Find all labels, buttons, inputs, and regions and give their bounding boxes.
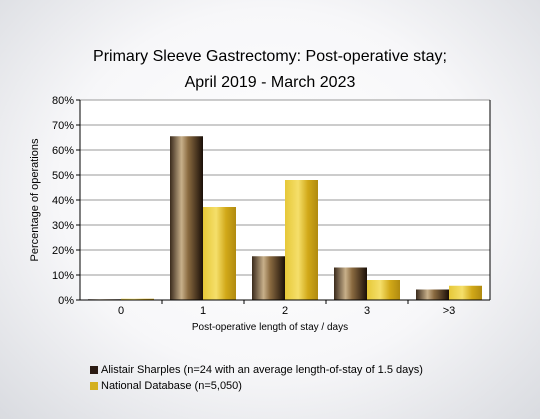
legend-label-national: National Database (n=5,050) (101, 380, 242, 392)
legend-swatch-sharples (90, 366, 98, 374)
bar-national (449, 285, 482, 300)
y-axis-label: Percentage of operations (29, 138, 41, 261)
bar-national (367, 280, 400, 300)
y-tick-label: 30% (52, 220, 74, 232)
chart-title-line2: April 2019 - March 2023 (184, 74, 356, 91)
x-tick-label: 0 (118, 305, 124, 317)
chart-title-line1: Primary Sleeve Gastrectomy: Post-operati… (93, 48, 447, 65)
bar-national (285, 180, 318, 300)
y-tick-label: 70% (52, 120, 74, 132)
legend-swatch-national (90, 382, 98, 390)
legend-label-sharples: Alistair Sharples (n=24 with an average … (101, 364, 423, 376)
y-tick-label: 10% (52, 270, 74, 282)
y-tick-label: 80% (52, 95, 74, 107)
legend-item-sharples: Alistair Sharples (n=24 with an average … (90, 364, 423, 376)
x-axis-label: Post-operative length of stay / days (192, 322, 348, 333)
y-tick-label: 0% (58, 295, 74, 307)
bar-sharples (170, 136, 203, 300)
y-tick-label: 20% (52, 245, 74, 257)
bar-sharples (416, 289, 449, 300)
bar-sharples (334, 267, 367, 300)
x-tick-label: >3 (443, 305, 456, 317)
x-tick-label: 3 (364, 305, 370, 317)
bar-national (203, 207, 236, 300)
x-tick-label: 1 (200, 305, 206, 317)
bar-national (121, 298, 154, 300)
y-tick-label: 40% (52, 195, 74, 207)
bar-sharples (252, 256, 285, 300)
x-tick-label: 2 (282, 305, 288, 317)
y-tick-label: 50% (52, 170, 74, 182)
y-tick-label: 60% (52, 145, 74, 157)
legend-item-national: National Database (n=5,050) (90, 380, 242, 392)
